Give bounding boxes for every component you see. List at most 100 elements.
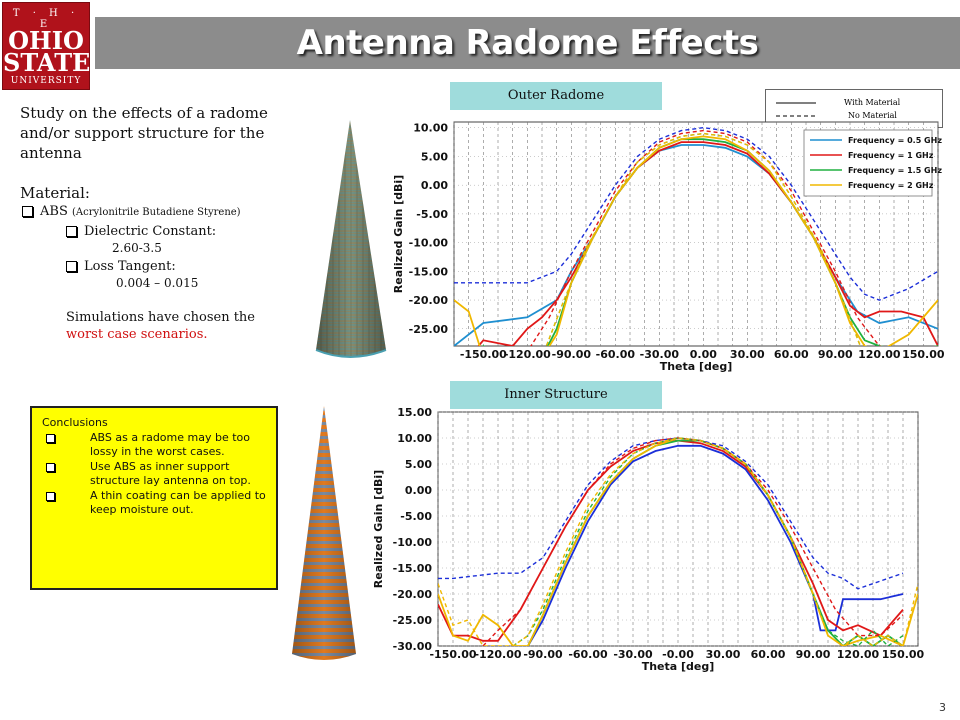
university-logo: T · H · E OHIO STATE UNIVERSITY — [2, 2, 90, 90]
y-tick-label: -5.00 — [416, 208, 448, 221]
x-tick-label: 150.00 — [882, 648, 925, 661]
dielectric-value: 2.60-3.5 — [112, 241, 162, 255]
series-line — [438, 437, 918, 646]
x-tick-label: -30.00 — [613, 648, 653, 661]
series-line — [530, 129, 883, 346]
y-tick-label: -10.00 — [409, 237, 449, 250]
x-tick-label: -0.00 — [662, 648, 694, 661]
series-line — [527, 444, 904, 646]
legend-label: Frequency = 0.5 GHz — [848, 136, 942, 145]
y-tick-label: -20.00 — [409, 294, 449, 307]
logo-line-4: UNIVERSITY — [10, 76, 82, 86]
x-tick-label: 30.00 — [706, 648, 741, 661]
series-group — [438, 437, 918, 646]
conclusion-text: ABS as a radome may be too lossy in the … — [90, 431, 250, 458]
x-tick-label: 60.00 — [751, 648, 786, 661]
x-tick-label: 120.00 — [837, 648, 880, 661]
conclusion-text: A thin coating can be applied to keep mo… — [90, 489, 266, 516]
x-tick-label: 120.00 — [858, 348, 901, 361]
y-tick-label: -20.00 — [393, 588, 433, 601]
radome-cone-image — [315, 120, 387, 358]
y-tick-label: -25.00 — [409, 323, 449, 336]
x-tick-label: 90.00 — [818, 348, 853, 361]
x-tick-label: -90.00 — [552, 348, 592, 361]
y-tick-label: -25.00 — [393, 614, 433, 627]
checkbox-bullet-icon — [22, 206, 33, 217]
inner-structure-label: Inner Structure — [450, 381, 662, 409]
slide-title: Antenna Radome Effects — [296, 23, 759, 63]
conclusions-box: Conclusions ABS as a radome may be too l… — [30, 406, 278, 590]
page-number: 3 — [939, 701, 946, 714]
conclusion-text: Use ABS as inner support structure lay a… — [90, 460, 251, 487]
conclusion-item: A thin coating can be applied to keep mo… — [42, 489, 266, 517]
dielectric-bullet: Dielectric Constant: — [64, 223, 320, 240]
series-line — [477, 141, 938, 346]
study-text: Study on the effects of a radome and/or … — [20, 103, 320, 343]
legend-with-material: With Material — [844, 98, 901, 107]
inner-structure-cone-image — [292, 406, 356, 660]
y-axis-label: Realized Gain [dBi] — [392, 175, 405, 293]
legend-label: Frequency = 1 GHz — [848, 151, 934, 160]
legend-label: Frequency = 1.5 GHz — [848, 166, 942, 175]
y-tick-label: -5.00 — [400, 510, 432, 523]
header-bar — [95, 17, 960, 69]
legend-no-material: No Material — [848, 111, 897, 120]
x-tick-label: -30.00 — [640, 348, 680, 361]
x-tick-label: 30.00 — [730, 348, 765, 361]
x-tick-label: -150.00 — [429, 648, 476, 661]
series-line — [481, 138, 938, 346]
conclusions-heading: Conclusions — [42, 416, 108, 429]
x-tick-label: -150.00 — [460, 348, 507, 361]
x-tick-label: -60.00 — [596, 348, 636, 361]
y-tick-label: -15.00 — [409, 265, 449, 278]
logo-line-1: T · H · E — [12, 8, 80, 30]
conclusion-item: Use ABS as inner support structure lay a… — [42, 460, 266, 488]
series-line — [512, 437, 904, 646]
x-tick-label: 60.00 — [774, 348, 809, 361]
y-tick-label: 5.00 — [405, 458, 432, 471]
series-line — [545, 132, 862, 346]
intro-text: Study on the effects of a radome and/or … — [20, 104, 268, 162]
checkbox-bullet-icon — [46, 434, 55, 443]
y-tick-label: -30.00 — [393, 640, 433, 653]
y-tick-label: 10.00 — [413, 122, 448, 135]
logo-line-3: STATE — [3, 48, 91, 77]
y-axis-label: Realized Gain [dBi] — [372, 470, 385, 588]
material-bullet: ABS (Acrylonitrile Butadiene Styrene) — [20, 203, 320, 221]
x-tick-label: -120.00 — [474, 648, 521, 661]
sim-note-1: Simulations have chosen the — [66, 310, 255, 325]
y-tick-label: -10.00 — [393, 536, 433, 549]
dielectric-label: Dielectric Constant: — [84, 224, 217, 239]
checkbox-bullet-icon — [46, 492, 55, 501]
outer-radome-label: Outer Radome — [450, 82, 662, 110]
x-tick-label: 150.00 — [902, 348, 944, 361]
series-group — [454, 126, 938, 346]
loss-label: Loss Tangent: — [84, 259, 176, 274]
y-tick-label: 0.00 — [405, 484, 432, 497]
x-tick-label: -60.00 — [568, 648, 608, 661]
x-tick-label: 0.00 — [690, 348, 717, 361]
outer-radome-chart: -150.00-120.00 -90.00 -60.00 -30.00 0.00 30.0… — [392, 121, 944, 373]
x-tick-label: 90.00 — [796, 648, 831, 661]
material-heading: Material: — [20, 184, 90, 202]
material-full-name: (Acrylonitrile Butadiene Styrene) — [71, 207, 241, 218]
material-name: ABS — [40, 204, 72, 219]
y-tick-label: 0.00 — [421, 179, 448, 192]
checkbox-bullet-icon — [66, 261, 77, 272]
series-line — [454, 126, 938, 301]
x-axis-label: Theta [deg] — [642, 660, 715, 673]
checkbox-bullet-icon — [46, 463, 55, 472]
loss-bullet: Loss Tangent: — [64, 258, 320, 275]
y-tick-label: -15.00 — [393, 562, 433, 575]
x-tick-label: -120.00 — [504, 348, 551, 361]
x-tick-label: -90.00 — [523, 648, 563, 661]
series-line — [454, 135, 938, 346]
conclusion-item: ABS as a radome may be too lossy in the … — [42, 431, 266, 459]
logo-line-2: OHIO — [8, 26, 84, 55]
y-tick-label: 15.00 — [397, 406, 432, 419]
sim-note-2: worst case scenarios. — [66, 327, 208, 342]
y-tick-label: 10.00 — [397, 432, 432, 445]
x-axis-label: Theta [deg] — [660, 360, 733, 373]
inner-structure-chart: -150.00-120.00 -90.00 -60.00 -30.00 -0.00 30.… — [372, 406, 925, 673]
checkbox-bullet-icon — [66, 226, 77, 237]
